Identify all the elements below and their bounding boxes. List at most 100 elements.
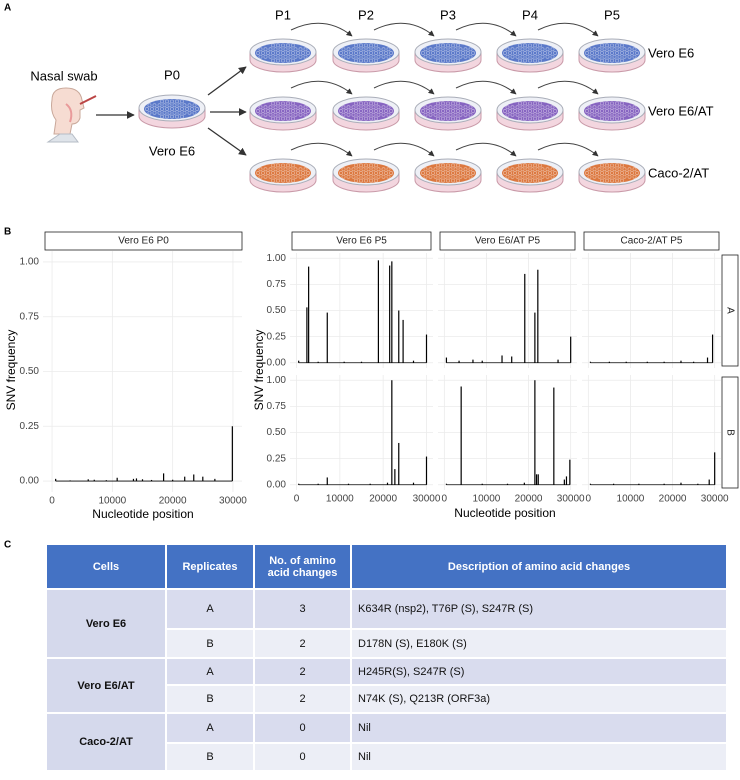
- cell: [627, 174, 632, 179]
- cell: [187, 103, 192, 108]
- cell: [162, 103, 167, 108]
- cell: [177, 103, 182, 108]
- cell: [590, 109, 594, 113]
- cell: [590, 171, 594, 175]
- facet-strip: [44, 231, 243, 251]
- cell: [600, 58, 604, 63]
- cell: [443, 174, 448, 179]
- cell: [349, 171, 353, 175]
- x-tick-label: 10000: [473, 494, 501, 505]
- cell: [170, 99, 174, 104]
- cell: [471, 171, 475, 175]
- cell: [436, 171, 440, 175]
- passage-arrow: [537, 142, 599, 157]
- facet-label: Caco-2/AT P5: [621, 236, 683, 247]
- cell: [597, 105, 602, 110]
- facet-label: Vero E6 P5: [336, 236, 387, 247]
- cell: [592, 105, 597, 110]
- y-tick-label: 1.00: [20, 257, 40, 268]
- cell: [258, 112, 263, 117]
- cell: [438, 167, 443, 172]
- cell: [461, 171, 465, 175]
- cell: [180, 107, 184, 111]
- cell: [600, 101, 604, 106]
- cell: [354, 171, 358, 175]
- cell: [288, 105, 293, 110]
- cell: [622, 174, 627, 179]
- passage-label: P3: [440, 7, 456, 22]
- passage-label: P4: [522, 7, 538, 22]
- cell: [286, 178, 290, 183]
- cell: [386, 174, 391, 179]
- cell: [535, 105, 540, 110]
- cell: [607, 174, 612, 179]
- cell: [520, 105, 525, 110]
- cell: [538, 171, 542, 175]
- cells-cell: Caco-2/AT: [45, 712, 167, 772]
- passage-arrow: [373, 80, 435, 95]
- passage-arrow: [455, 22, 517, 37]
- y-tick-label: 0.25: [267, 331, 287, 342]
- cell: [147, 110, 152, 115]
- cell: [515, 112, 520, 117]
- cell: [550, 105, 555, 110]
- x-tick-label: 20000: [369, 494, 397, 505]
- cell: [448, 112, 453, 117]
- dish: [414, 158, 482, 193]
- cell: [597, 167, 602, 172]
- cell: [361, 167, 366, 172]
- header-cell: No. of amino acid changes: [253, 543, 352, 590]
- cell: [602, 112, 607, 117]
- cell: [600, 51, 604, 55]
- cell: [341, 174, 346, 179]
- description-cell: Nil: [350, 742, 728, 772]
- cell: [359, 51, 363, 55]
- cell: [273, 105, 278, 110]
- cell: [610, 178, 614, 183]
- cell: [550, 112, 555, 117]
- cell: [468, 54, 473, 59]
- count-cell: 3: [253, 588, 352, 630]
- cell: [630, 171, 634, 175]
- cell: [441, 51, 445, 55]
- cell: [518, 58, 522, 63]
- cell: [364, 171, 368, 175]
- cell: [528, 58, 532, 63]
- cell: [273, 112, 278, 117]
- cell: [276, 163, 280, 168]
- cell: [446, 58, 450, 63]
- cell: [585, 51, 589, 55]
- cell: [600, 116, 604, 121]
- cell: [620, 178, 624, 183]
- cell: [386, 105, 391, 110]
- cell: [620, 51, 624, 55]
- cell: [346, 167, 351, 172]
- cell: [627, 47, 632, 52]
- cell: [339, 109, 343, 113]
- cell: [423, 167, 428, 172]
- cell: [256, 109, 260, 113]
- cell: [356, 112, 361, 117]
- cell: [615, 116, 619, 121]
- cell: [617, 47, 622, 52]
- cell: [585, 171, 589, 175]
- cell: [271, 116, 275, 121]
- cell: [605, 116, 609, 121]
- cell: [281, 43, 285, 48]
- cell: [602, 54, 607, 59]
- cell: [298, 174, 303, 179]
- cell: [553, 109, 557, 113]
- cell: [354, 43, 358, 48]
- cell: [369, 116, 373, 121]
- cell: [622, 105, 627, 110]
- y-tick-label: 0.25: [20, 421, 40, 432]
- cell: [349, 109, 353, 113]
- cell: [281, 109, 285, 113]
- cell: [530, 47, 535, 52]
- cell: [371, 167, 376, 172]
- cell: [371, 112, 376, 117]
- cell: [276, 58, 280, 63]
- dish: [578, 38, 646, 73]
- cell: [545, 174, 550, 179]
- cell: [550, 54, 555, 59]
